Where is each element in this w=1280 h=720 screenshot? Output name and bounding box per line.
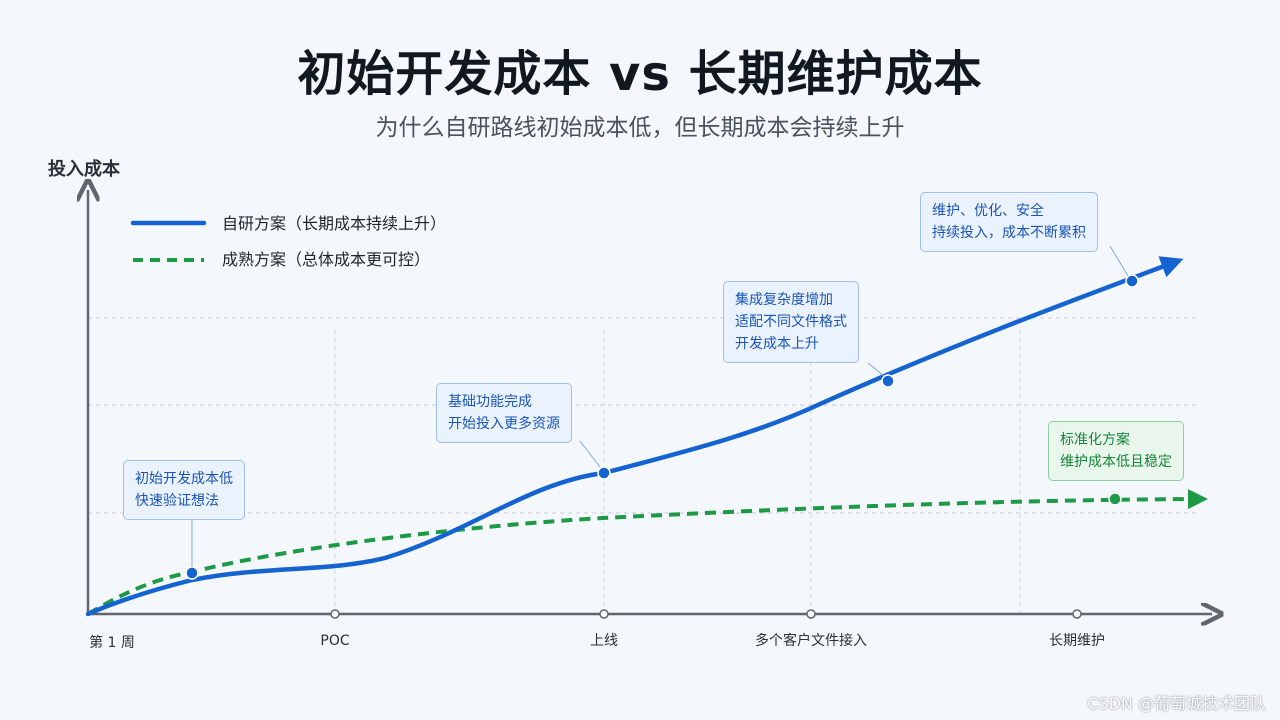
chart-title: 初始开发成本 vs 长期维护成本 [297,46,983,102]
legend-label-self-built: 自研方案（长期成本持续上升） [222,214,446,233]
annotation-text: 开始投入更多资源 [448,416,560,432]
annotation-text: 基础功能完成 [448,394,532,410]
series-line-mature [86,489,1208,616]
annotation-point [881,374,895,388]
chart-subtitle: 为什么自研路线初始成本低，但长期成本会持续上升 [375,115,905,141]
annotation-text: 持续投入，成本不断累积 [932,225,1086,241]
x-tick-marker [1072,609,1082,619]
x-tick-label: 长期维护 [1049,633,1105,649]
x-tick-label: 第 1 周 [89,634,135,651]
x-tick-marker [806,609,816,619]
x-tick-marker [330,609,340,619]
annotation-text: 标准化方案 [1060,432,1130,448]
series-line-self-built [85,256,1184,617]
annotation-point [185,566,199,580]
annotation-text: 集成复杂度增加 [735,292,833,308]
annotation-callout: 标准化方案 维护成本低且稳定 [1048,421,1184,481]
annotation-point [1108,492,1122,506]
annotation-callout: 维护、优化、安全 持续投入，成本不断累积 [920,192,1098,252]
y-axis-label: 投入成本 [48,159,120,180]
x-tick-label: 上线 [590,633,618,649]
watermark: CSDN @葡萄城技术团队 [1087,694,1266,713]
callout-leader [867,362,885,377]
callout-leader [1109,245,1129,277]
annotation-text: 维护成本低且稳定 [1060,454,1172,470]
x-tick-label: POC [320,633,349,649]
annotation-text: 开发成本上升 [735,336,819,352]
annotation-callout: 初始开发成本低 快速验证想法 [123,460,245,520]
annotation-text: 初始开发成本低 [135,471,233,487]
annotation-point [597,466,611,480]
x-tick-marker [599,609,609,619]
x-tick-label: 多个客户文件接入 [755,632,867,649]
annotation-callout: 集成复杂度增加 适配不同文件格式 开发成本上升 [723,281,859,363]
callout-leader [579,440,601,468]
annotation-text: 维护、优化、安全 [932,203,1044,219]
annotation-point [1125,274,1139,288]
annotation-text: 快速验证想法 [135,493,219,509]
legend-label-mature: 成熟方案（总体成本更可控） [222,250,430,269]
annotation-text: 适配不同文件格式 [735,314,847,330]
annotation-callout: 基础功能完成 开始投入更多资源 [436,383,572,443]
